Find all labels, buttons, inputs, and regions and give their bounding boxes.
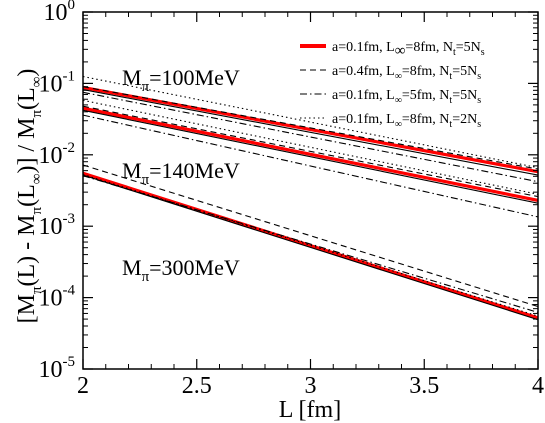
ylabel-sub-pi-3: π [29,110,45,118]
y-tick-label: 10-4 [39,283,76,312]
y-tick-label: 10-2 [39,140,76,169]
ylabel-close-div: )] / M [14,118,40,174]
x-tick-label: 3.5 [409,373,439,399]
legend-entry-2: a=0.4fm, L∞=8fm, Nt=5Ns [332,64,481,82]
annotation-m300: Mπ=300MeV [122,255,240,285]
y-tick-label: 10-5 [39,354,76,383]
series-m300-dotted [83,173,538,317]
legend-entry-4: a=0.1fm, L∞=8fm, Nt=2Ns [332,112,481,130]
series-m300-solid-red [83,171,538,320]
y-tick-label: 10-1 [39,68,76,97]
series-m100-solid-black [83,89,538,176]
x-tick-label: 3 [305,373,317,399]
series-m140-solid-red [83,106,538,202]
ylabel-end: ) [14,69,40,77]
x-axis-title: L [fm] [279,397,341,423]
ylabel-sub-pi-1: π [29,286,45,294]
ylabel-sub-inf-2: ∞ [29,77,45,88]
series-m100-solid-red [83,85,538,174]
annotation-m100: Mπ=100MeV [122,65,240,95]
legend-entry-3: a=0.1fm, L∞=5fm, Nt=5Ns [332,88,481,106]
x-tick-label: 4 [532,373,544,399]
series-m100-dashdot [83,91,538,183]
series-m300-dashdot [83,175,538,313]
mass-annotations: Mπ=100MeV Mπ=140MeV Mπ=300MeV [122,65,240,285]
x-tick-label: 2.5 [182,373,212,399]
ylabel-sub-inf-1: ∞ [29,174,45,185]
series-m140-dashdot [83,114,538,218]
annotation-m140: Mπ=140MeV [122,158,240,188]
ylabel-sub-pi-2: π [29,206,45,214]
series-m140-dotted [83,99,538,195]
y-tick-label: 100 [44,0,76,26]
x-tick-label: 2 [77,373,89,399]
legend: a=0.1fm, L∞=8fm, Nt=5Ns a=0.4fm, L∞=8fm,… [300,40,485,130]
legend-entry-1: a=0.1fm, L∞=8fm, Nt=5Ns [332,40,485,59]
ylabel-open: [M [14,294,40,323]
y-axis-title: [Mπ(L) - Mπ(L∞)] / Mπ(L∞) [14,69,45,324]
series-m140-solid-black [83,109,538,204]
series-m100-dashed [83,86,538,170]
series-layer [83,75,538,321]
series-m140-dashed [83,105,538,198]
ylabel-mid: (L) - M [14,214,40,286]
tick-labels: 2 2.5 3 3.5 4 100 10-1 10-2 10-3 10-4 10-5 [39,0,545,399]
y-tick-label: 10-3 [39,211,76,240]
series-m300-solid-black [83,174,538,321]
ylabel-inner-2: (L [14,87,40,110]
ticks-layer [82,11,539,370]
ylabel-inner: (L [14,184,40,207]
series-m100-dotted [83,75,538,169]
